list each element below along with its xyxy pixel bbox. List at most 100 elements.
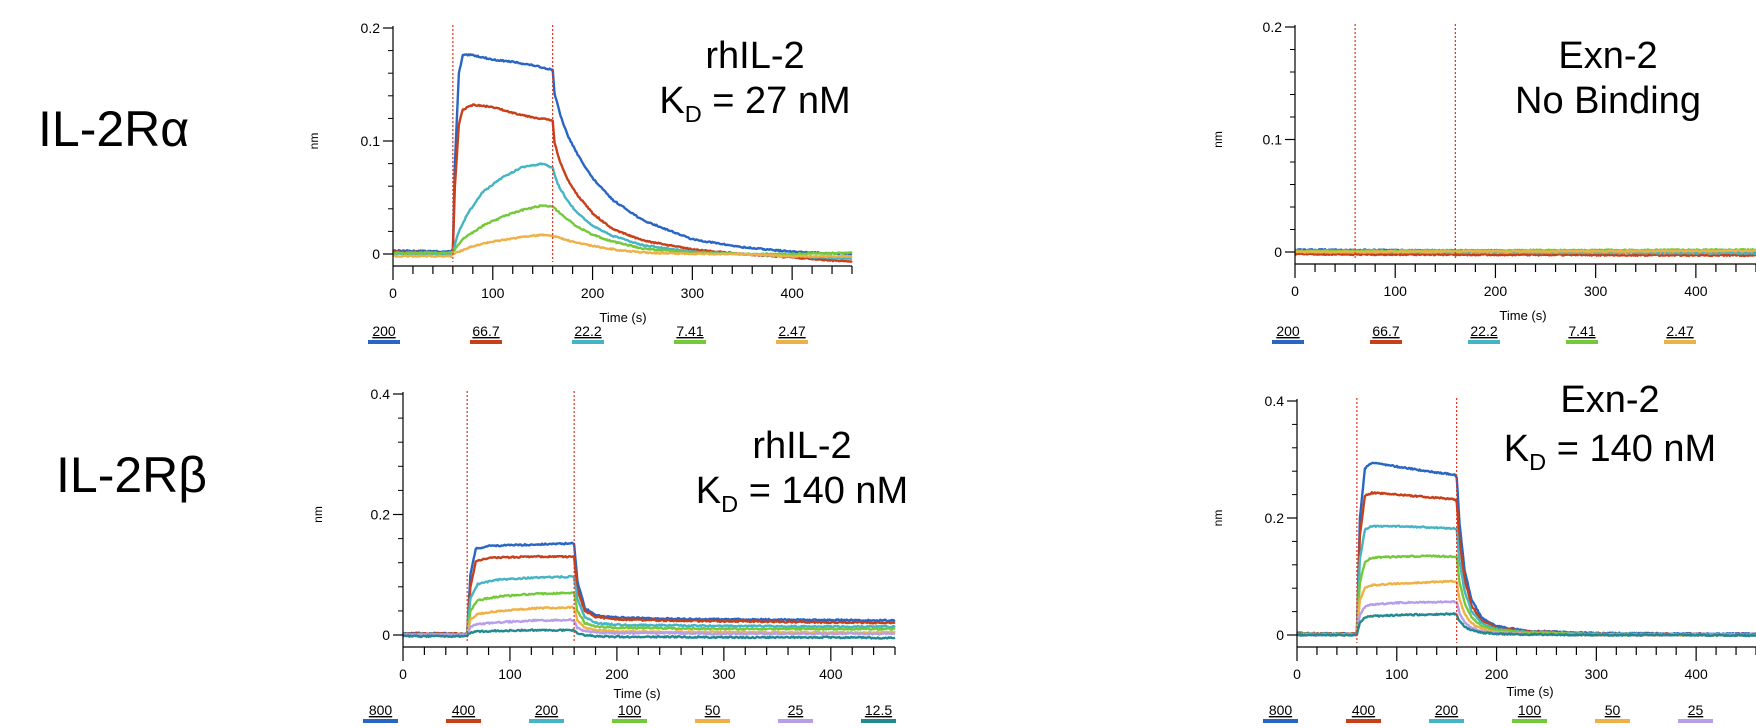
legend-swatch [1468, 340, 1500, 344]
series-line-25 [402, 618, 896, 637]
legend-label: 400 [1352, 702, 1376, 718]
series-line-800 [1296, 461, 1756, 636]
x-tick-label: 400 [1684, 666, 1708, 682]
y-tick-label: 0.2 [1263, 19, 1283, 35]
chart-il2rb-exn2: 0 0.2 0.4 0 100 200 300 400 Time (s) nm Exn-2 KD = … [1211, 379, 1756, 723]
legend-label: 200 [535, 702, 559, 718]
x-tick-label: 0 [1293, 666, 1301, 682]
y-tick-label: 0.2 [1265, 510, 1285, 526]
series-group [392, 53, 853, 264]
legend-label: 50 [1605, 702, 1621, 718]
series-group [1296, 461, 1756, 638]
x-tick-label: 200 [1485, 666, 1509, 682]
legend-swatch [778, 719, 813, 723]
x-axis-label: Time (s) [599, 310, 646, 325]
x-tick-label: 200 [581, 285, 605, 301]
legend-label: 200 [1435, 702, 1459, 718]
series-line-100 [402, 591, 896, 637]
legend-label: 2.47 [1666, 323, 1693, 339]
x-tick-label: 300 [1584, 283, 1608, 299]
legend-label: 50 [705, 702, 721, 718]
legend-swatch [470, 340, 502, 344]
x-tick-label: 400 [819, 666, 843, 682]
series-line-200 [402, 574, 896, 637]
y-tick-label: 0 [1274, 244, 1282, 260]
series-line-66.7 [1294, 252, 1756, 258]
y-tick-label: 0 [372, 246, 380, 262]
legend-label: 7.41 [1568, 323, 1595, 339]
legend-swatch [572, 340, 604, 344]
legend-swatch [861, 719, 896, 723]
legend-swatch [695, 719, 730, 723]
x-tick-label: 200 [605, 666, 629, 682]
legend-label: 66.7 [1372, 323, 1399, 339]
legend-swatch [1678, 719, 1713, 723]
y-tick-label: 0.4 [1265, 393, 1285, 409]
y-tick-label: 0.1 [361, 133, 381, 149]
legend-label: 200 [1276, 323, 1300, 339]
legend-label: 200 [372, 323, 396, 339]
legend-swatch [1429, 719, 1464, 723]
legend-swatch [674, 340, 706, 344]
legend-swatch [1595, 719, 1630, 723]
legend-label: 400 [452, 702, 476, 718]
legend-swatch [1272, 340, 1304, 344]
legend-swatch [1566, 340, 1598, 344]
legend-label: 7.41 [676, 323, 703, 339]
legend-label: 2.47 [778, 323, 805, 339]
annotation-title: rhIL-2 [752, 425, 851, 467]
annotation-title: Exn-2 [1560, 379, 1659, 421]
series-line-200 [392, 53, 853, 256]
row-label-il2rb: IL-2Rβ [56, 447, 208, 503]
legend-swatch [1370, 340, 1402, 344]
series-line-200 [1296, 524, 1756, 637]
annotation-kd: KD = 27 nM [659, 80, 850, 127]
legend-swatch [368, 340, 400, 344]
series-line-800 [402, 541, 896, 636]
series-line-12.5 [402, 628, 896, 640]
legend-label: 100 [1518, 702, 1542, 718]
series-group [1294, 247, 1756, 258]
legend-swatch [1346, 719, 1381, 723]
legend-swatch [363, 719, 398, 723]
x-tick-label: 100 [481, 285, 505, 301]
x-tick-label: 400 [1684, 283, 1708, 299]
annotation-kd: KD = 140 nM [1504, 428, 1716, 475]
x-tick-label: 100 [1384, 283, 1408, 299]
y-axis-label: nm [311, 506, 325, 523]
legend-label: 12.5 [865, 702, 892, 718]
annotation-title: rhIL-2 [705, 35, 804, 77]
x-tick-label: 0 [399, 666, 407, 682]
legend-label: 25 [788, 702, 804, 718]
legend-label: 66.7 [472, 323, 499, 339]
legend-label: 100 [618, 702, 642, 718]
y-tick-label: 0.2 [371, 507, 391, 523]
legend-swatch [529, 719, 564, 723]
y-tick-label: 0 [382, 627, 390, 643]
series-line-2.47 [1294, 249, 1756, 254]
x-tick-label: 0 [1291, 283, 1299, 299]
x-axis-label: Time (s) [1499, 308, 1546, 323]
x-tick-label: 400 [780, 285, 804, 301]
series-line-7.41 [392, 204, 853, 256]
legend-swatch [446, 719, 481, 723]
annotation-title: Exn-2 [1558, 35, 1657, 77]
legend-swatch [1664, 340, 1696, 344]
y-tick-label: 0.1 [1263, 132, 1283, 148]
series-line-12.5 [1296, 612, 1756, 638]
legend-label: 800 [1269, 702, 1293, 718]
x-tick-label: 200 [1484, 283, 1508, 299]
x-tick-label: 100 [498, 666, 522, 682]
row-label-il2ra: IL-2Rα [38, 101, 190, 157]
y-axis-label: nm [1211, 131, 1225, 148]
legend-label: 22.2 [1470, 323, 1497, 339]
series-group [402, 541, 896, 640]
series-line-2.47 [392, 233, 853, 259]
legend-swatch [1512, 719, 1547, 723]
y-tick-label: 0.4 [371, 386, 391, 402]
x-tick-label: 300 [712, 666, 736, 682]
legend-label: 800 [369, 702, 393, 718]
series-line-66.7 [392, 103, 853, 264]
x-tick-label: 300 [1585, 666, 1609, 682]
